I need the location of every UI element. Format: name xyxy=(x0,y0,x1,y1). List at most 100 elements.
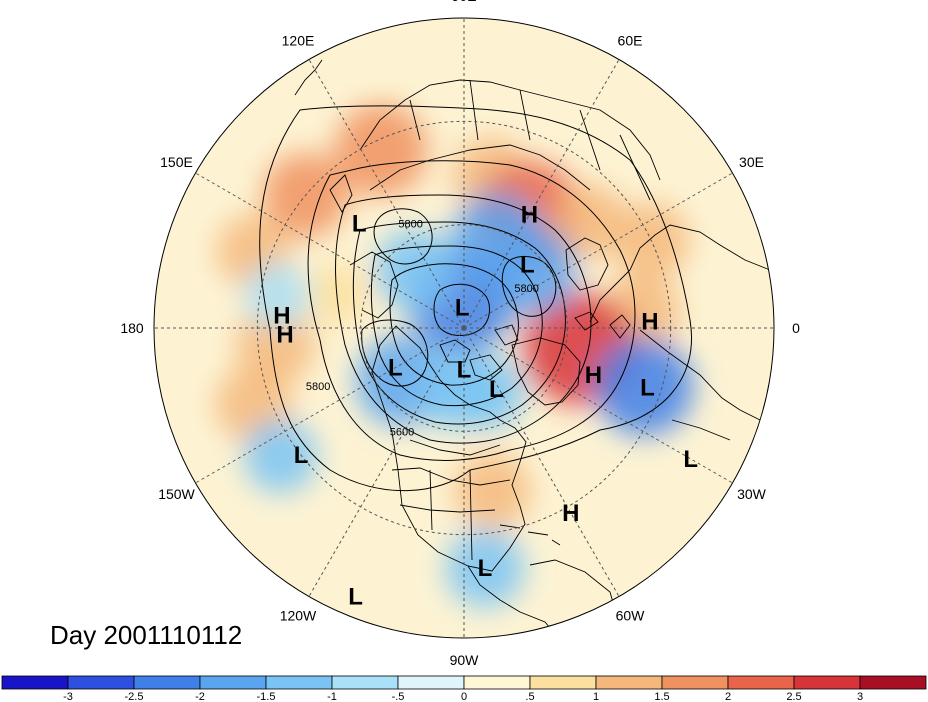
contour-label: 5800 xyxy=(514,283,538,295)
graticule xyxy=(154,18,774,638)
low-pressure-center: L xyxy=(478,555,493,582)
map-title: Day 2001110112 xyxy=(50,620,243,650)
meridian-line xyxy=(308,327,465,597)
kamchatka xyxy=(329,174,353,213)
high-pressure-center: H xyxy=(641,309,658,336)
north-america-interior xyxy=(391,439,511,561)
anomaly-blob xyxy=(334,103,428,197)
meridian-line xyxy=(308,59,465,329)
colorbar: -3 -2.5 -2 -1.5 -1 -.5 0 .5 1 1.5 2 2.5 3 xyxy=(1,675,927,702)
central-america-coast xyxy=(467,565,561,638)
colorbar-tick-label: -2.5 xyxy=(125,691,144,702)
contour-label: 5600 xyxy=(390,426,414,438)
meridian-line xyxy=(463,59,620,329)
meridian-line xyxy=(195,172,465,329)
colorbar-swatch xyxy=(463,675,531,690)
lon-0-label: 0 xyxy=(792,320,800,336)
contour-5800 xyxy=(307,160,636,461)
high-pressure-center: H xyxy=(562,500,579,527)
contour-west-lobe xyxy=(361,319,429,387)
colorbar-tick-label: -1 xyxy=(327,691,337,702)
colorbar-tick-label: .5 xyxy=(525,691,534,702)
meridian-line xyxy=(195,327,465,484)
colorbar-swatch xyxy=(265,675,333,690)
colorbar-swatch xyxy=(661,675,729,690)
colorbar-tick-label: 2 xyxy=(725,691,731,702)
lon-90w-label: 90W xyxy=(450,652,480,668)
colorbar-swatch xyxy=(133,675,201,690)
colorbar-tick-label: -2 xyxy=(195,691,205,702)
high-pressure-center: H xyxy=(585,362,602,389)
contour-5600 xyxy=(352,221,566,425)
arctic-islands xyxy=(439,324,519,381)
anomaly-blob xyxy=(450,355,525,430)
low-pressure-center: L xyxy=(294,442,309,469)
anomaly-shading xyxy=(215,103,694,608)
contour-label: 5800 xyxy=(398,219,422,231)
colorbar-tick-label: 0 xyxy=(461,691,467,702)
colorbar-tick-label: 2.5 xyxy=(786,691,801,702)
low-pressure-center: L xyxy=(683,446,698,473)
british-isles xyxy=(609,314,631,339)
low-pressure-center: L xyxy=(489,376,504,403)
anomaly-blob xyxy=(445,528,525,608)
low-pressure-center: L xyxy=(348,583,363,610)
anomaly-blob xyxy=(306,262,369,326)
lon-60e-label: 60E xyxy=(618,32,643,48)
low-pressure-center: L xyxy=(520,252,535,279)
anomaly-blob xyxy=(488,226,577,315)
lon-120w-label: 120W xyxy=(280,608,317,624)
contour-5500 xyxy=(370,245,543,407)
greenland-coast xyxy=(511,337,581,406)
alaska-coast xyxy=(349,251,399,319)
contour-asia-lobe xyxy=(373,208,433,265)
lon-150w-label: 150W xyxy=(158,486,195,502)
anomaly-blob xyxy=(374,228,457,311)
meridian-line xyxy=(463,327,620,597)
lon-150e-label: 150E xyxy=(160,154,193,170)
colorbar-tick-label: 1 xyxy=(593,691,599,702)
anomaly-blob xyxy=(235,304,315,385)
longitude-labels: 90E 60E 30E 0 30W 60W 90W 120W 150W 180 150E 120E xyxy=(120,0,800,668)
high-pressure-center: H xyxy=(273,302,290,329)
anomaly-blob xyxy=(594,337,694,436)
contour-labels: 5800 5800 5800 5600 xyxy=(306,219,539,439)
colorbar-swatch xyxy=(529,675,597,690)
meridian-line xyxy=(463,172,733,329)
lon-30e-label: 30E xyxy=(739,154,764,170)
low-pressure-center: L xyxy=(455,294,470,321)
coastlines xyxy=(294,59,771,638)
high-pressure-center: H xyxy=(276,321,293,348)
siberia-coast xyxy=(369,144,591,191)
colorbar-swatch xyxy=(199,675,267,690)
scandinavia xyxy=(565,237,609,291)
africa-coast xyxy=(639,329,761,441)
colorbar-swatch xyxy=(727,675,795,690)
lon-180-label: 180 xyxy=(120,320,144,336)
asia-interior xyxy=(409,79,651,201)
anomaly-blob xyxy=(244,262,311,328)
disk-border xyxy=(153,17,775,639)
colorbar-swatch xyxy=(859,675,927,690)
colorbar-tick-label: -1.5 xyxy=(257,691,276,702)
japan xyxy=(294,59,323,96)
colorbar-swatch xyxy=(67,675,135,690)
asia-coast xyxy=(359,79,661,181)
colorbar-tick-label: -3 xyxy=(63,691,73,702)
lon-120e-label: 120E xyxy=(282,32,315,48)
low-pressure-center: L xyxy=(640,375,655,402)
europe-coast xyxy=(589,224,771,323)
high-pressure-center: H xyxy=(521,202,538,229)
colorbar-swatch xyxy=(595,675,663,690)
iceland xyxy=(574,311,599,331)
anomaly-blob xyxy=(553,184,628,259)
contour-5700 xyxy=(335,194,592,444)
contour-5900 xyxy=(259,105,692,492)
low-pressure-center: L xyxy=(352,210,367,237)
meridian-line xyxy=(463,327,733,484)
contour-5400 xyxy=(389,263,519,386)
colorbar-swatch xyxy=(1,675,69,690)
